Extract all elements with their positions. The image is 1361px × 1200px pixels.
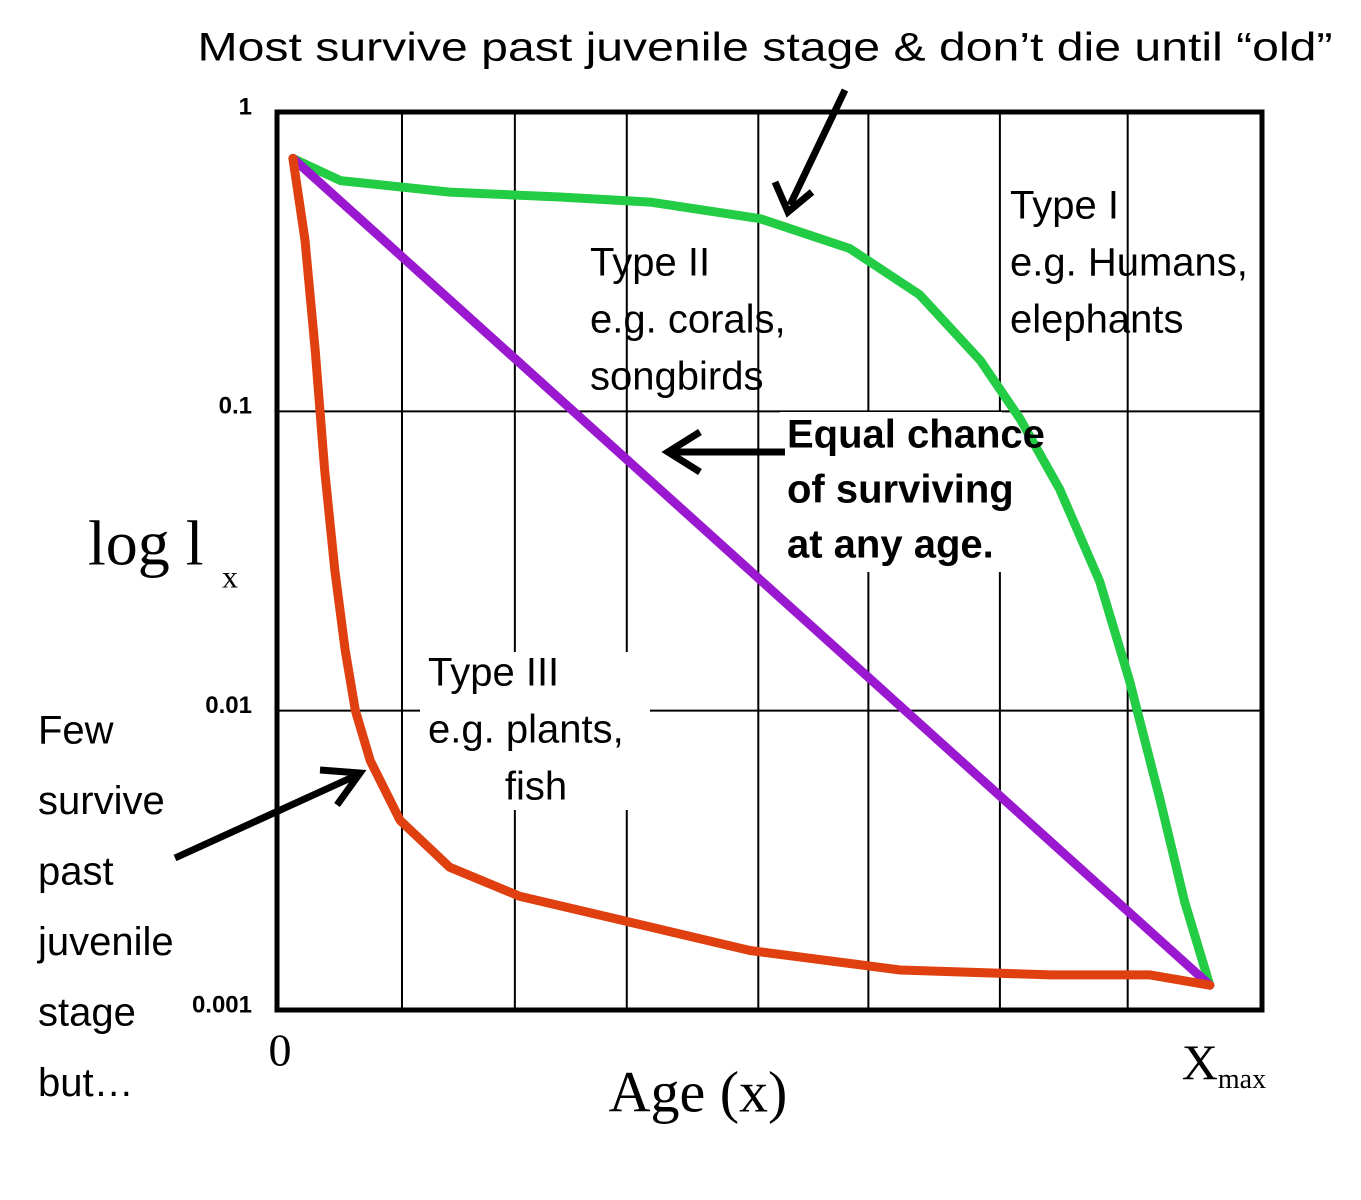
label-backdrop <box>420 652 650 810</box>
annotation: fish <box>505 765 567 809</box>
annotation: songbirds <box>590 355 763 399</box>
survivorship-curve <box>288 153 1215 990</box>
annotation: juvenile <box>37 920 174 964</box>
plot-frame <box>274 109 1265 1013</box>
survivorship-curve <box>288 153 1215 990</box>
y-tick-label: 0.1 <box>219 393 252 420</box>
arrows <box>173 88 849 862</box>
x-axis-label: Age (x) <box>609 1059 788 1124</box>
y-axis-label: log l <box>88 508 204 579</box>
annotation: elephants <box>1010 298 1183 342</box>
annotation: e.g. corals, <box>590 298 786 342</box>
annotation: e.g. plants, <box>428 708 624 752</box>
x-tick-label: Xmax <box>1182 1034 1266 1095</box>
y-tick-label: 0.001 <box>192 991 252 1018</box>
arrow-head <box>319 766 367 808</box>
annotation: Type III <box>428 651 559 695</box>
curves <box>288 153 1215 990</box>
annotation: e.g. Humans, <box>1010 241 1248 285</box>
labels: 1 0.1 0.01 0.001 0 Xmax Age (x) log l x Most surv… <box>37 26 1333 1125</box>
arrow-head <box>771 180 815 218</box>
x-tick-label: 0 <box>269 1025 292 1076</box>
annotation: Type I <box>1010 184 1119 228</box>
arrow <box>173 772 357 862</box>
survivorship-curve <box>288 153 1215 990</box>
x-tick-subscript: max <box>1218 1064 1266 1095</box>
label-backdrop <box>780 412 1002 572</box>
y-tick-label: 1 <box>239 93 252 120</box>
y-axis-label-subscript: x <box>222 558 238 594</box>
annotation: at any age. <box>787 523 994 567</box>
annotation: of surviving <box>787 468 1014 512</box>
annotation: past <box>38 850 114 894</box>
annotation: survive <box>38 779 165 823</box>
annotation: but… <box>38 1061 134 1105</box>
annotation: Type II <box>590 241 710 285</box>
annotation: Few <box>38 709 114 753</box>
x-tick-label: X <box>1182 1034 1218 1090</box>
annotation: Equal chance <box>787 413 1045 457</box>
arrow <box>786 88 849 207</box>
arrow-head <box>661 429 702 475</box>
annotation: stage <box>38 991 136 1035</box>
y-tick-label: 0.01 <box>205 692 252 719</box>
annotation: Most survive past juvenile stage & don’t… <box>198 26 1333 70</box>
